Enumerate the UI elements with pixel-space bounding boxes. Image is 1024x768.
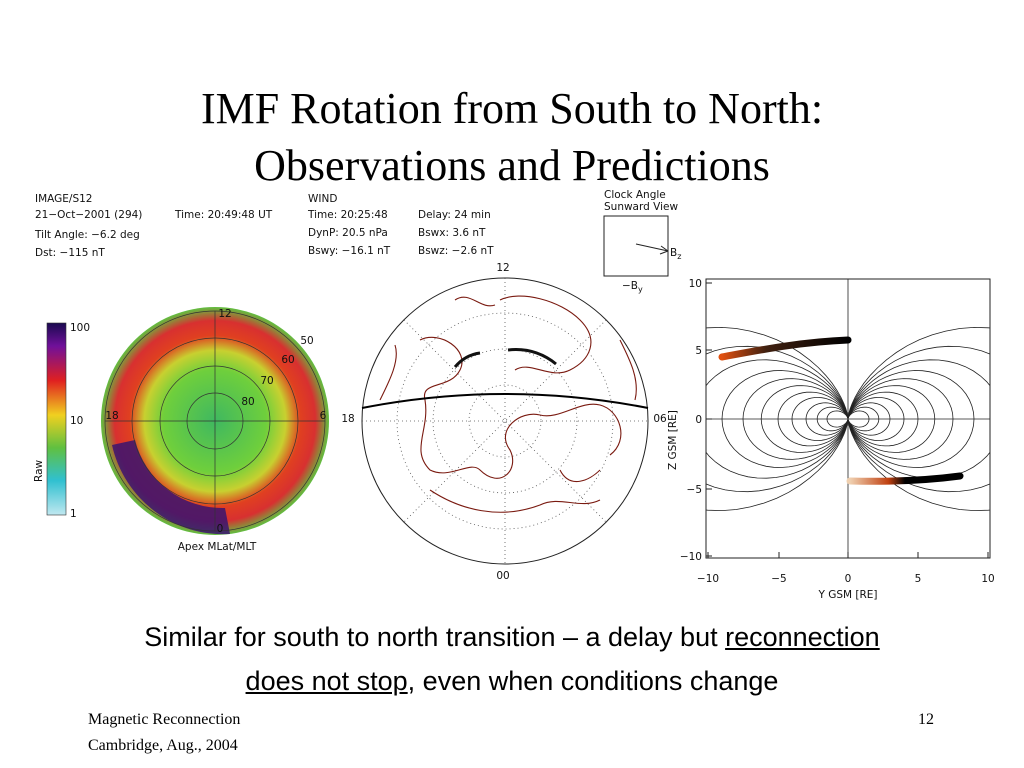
label: B [670, 247, 677, 259]
lat-label: 50 [300, 335, 313, 347]
field-lines [706, 279, 990, 558]
fig-text: Time: 20:49:48 UT [174, 209, 273, 221]
x-tick-label: −5 [771, 573, 786, 585]
footer-text: Cambridge, Aug., 2004 [88, 737, 238, 754]
mlt-label: 00 [496, 570, 509, 582]
title: Observations and Predictions [254, 141, 770, 190]
y-tick-label: 10 [689, 278, 702, 290]
colorbar [46, 322, 67, 516]
lat-label: 60 [281, 354, 294, 366]
caption-text: Similar for south to north transition – … [144, 622, 726, 652]
globe-grid [362, 278, 648, 564]
mlt-label: 12 [218, 308, 231, 320]
fig-text: Clock Angle [604, 189, 666, 201]
caption-line: does not stop, even when conditions chan… [0, 666, 1024, 697]
lat-label: 80 [241, 396, 254, 408]
fig-text: DynP: 20.5 nPa [308, 227, 388, 239]
reconnection-streak [846, 472, 964, 485]
caption-emphasis: reconnection [725, 622, 880, 652]
colorbar-tick: 10 [70, 415, 83, 427]
coastlines [379, 295, 637, 513]
mlt-label: 18 [105, 410, 118, 422]
field-line [706, 345, 849, 493]
field-line [706, 326, 849, 512]
mlt-label: 0 [217, 523, 224, 535]
axis-label: Apex MLat/MLT [178, 541, 257, 553]
colorbar-tick: 100 [70, 322, 90, 334]
x-tick-label: −10 [697, 573, 719, 585]
fig-text: −By [622, 280, 643, 294]
y-tick-label: 5 [695, 345, 702, 357]
fig-text: IMAGE/S12 [35, 193, 93, 205]
field-line [847, 359, 990, 479]
clock-arrow [635, 243, 669, 252]
mlt-label: 6 [320, 410, 327, 422]
x-tick-label: 0 [845, 573, 852, 585]
arrow-head [659, 245, 669, 255]
clock-box [603, 215, 669, 277]
axis-label: Z GSM [RE] [667, 410, 679, 470]
fig-text: 21−Oct−2001 (294) [35, 209, 142, 221]
caption-emphasis: does not stop [245, 666, 408, 696]
reconnection-streak [453, 351, 481, 368]
caption-line: Similar for south to north transition – … [0, 622, 1024, 653]
y-tick-label: −10 [680, 551, 702, 563]
x-tick-label: 5 [915, 573, 922, 585]
fig-text: Time: 20:25:48 [307, 209, 388, 221]
lat-label: 70 [260, 375, 273, 387]
fig-text: Sunward View [604, 201, 678, 213]
page-number: 12 [918, 711, 934, 728]
footer-text: Magnetic Reconnection [88, 711, 240, 728]
subscript: z [677, 252, 681, 261]
polar-grid [104, 310, 326, 532]
title: IMF Rotation from South to North: [201, 84, 823, 133]
mlt-label: 06 [653, 413, 667, 425]
y-tick-label: 0 [695, 414, 702, 426]
fig-text: Dst: −115 nT [35, 247, 105, 259]
auroral-dark-region [112, 440, 230, 535]
mlt-label: 18 [341, 413, 354, 425]
fig-text: Bswz: −2.6 nT [418, 245, 494, 257]
mlt-label: 12 [496, 262, 509, 274]
label: −B [622, 280, 638, 292]
reconnection-streak [718, 336, 852, 361]
field-line [847, 326, 990, 512]
y-tick-label: −5 [687, 484, 702, 496]
caption-text: , even when conditions change [407, 666, 779, 696]
fig-text: Bz [670, 247, 681, 261]
fig-text: Tilt Angle: −6.2 deg [34, 229, 140, 241]
reconnection-streak [507, 348, 557, 366]
colorbar-label: Raw [33, 460, 45, 482]
fig-text: Bswy: −16.1 nT [308, 245, 391, 257]
fig-text: Bswx: 3.6 nT [418, 227, 486, 239]
subscript: y [638, 285, 643, 294]
field-line [847, 345, 990, 493]
horizon-line [361, 393, 649, 409]
fig-text: Delay: 24 min [418, 209, 491, 221]
field-line [706, 359, 849, 479]
colorbar-tick: 1 [70, 508, 77, 520]
fig-text: WIND [308, 193, 337, 205]
axis-label: Y GSM [RE] [817, 589, 877, 601]
x-tick-label: 10 [981, 573, 994, 585]
